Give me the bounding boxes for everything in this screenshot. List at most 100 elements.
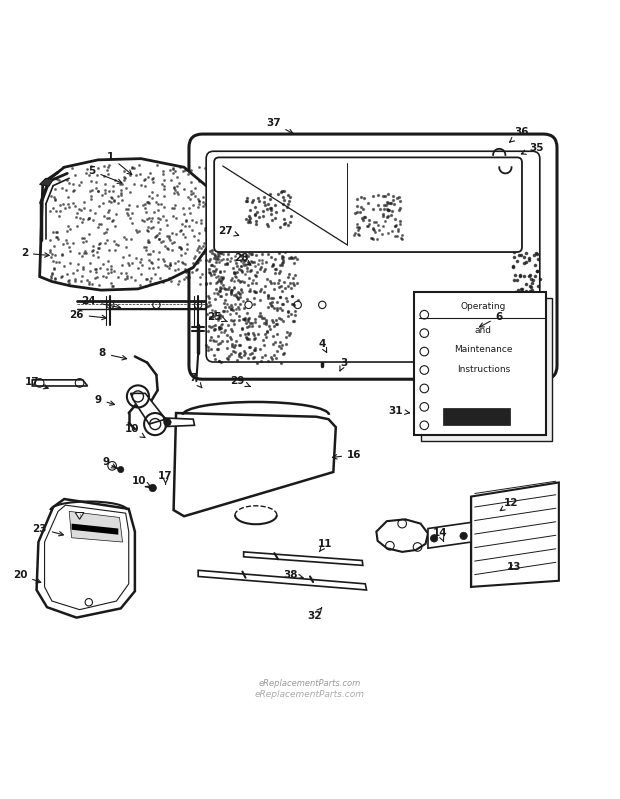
Point (213, 252, 223, 265)
Point (234, 349, 244, 362)
Point (167, 227, 177, 240)
Text: 5: 5 (88, 166, 122, 183)
Point (97, 189, 107, 201)
Text: 9: 9 (94, 395, 115, 405)
Point (248, 352, 258, 364)
Point (50, 248, 60, 261)
Point (274, 247, 284, 260)
Point (526, 273, 536, 286)
Point (509, 288, 519, 301)
Point (87, 184, 97, 197)
Point (222, 334, 232, 347)
Point (273, 267, 283, 280)
Point (258, 205, 268, 218)
Point (145, 277, 155, 290)
Point (75, 212, 85, 225)
Point (254, 194, 264, 207)
Point (153, 204, 162, 217)
Point (135, 278, 145, 291)
Point (184, 191, 193, 204)
Point (268, 259, 278, 272)
Point (379, 199, 389, 212)
Point (248, 327, 258, 340)
Point (184, 220, 194, 233)
Point (254, 309, 264, 322)
Point (179, 183, 189, 196)
Point (245, 284, 255, 297)
Point (159, 276, 169, 288)
Point (277, 185, 287, 197)
Point (373, 218, 383, 231)
Point (94, 251, 104, 264)
Text: 6: 6 (479, 312, 503, 327)
Point (525, 252, 534, 264)
Point (210, 264, 219, 277)
Point (242, 264, 252, 277)
Point (198, 268, 208, 280)
Point (87, 240, 97, 252)
Point (110, 238, 120, 251)
Point (526, 327, 536, 340)
Point (61, 234, 71, 247)
Point (378, 220, 388, 233)
Point (180, 230, 190, 243)
Point (81, 247, 91, 260)
Point (123, 202, 133, 215)
Point (140, 201, 150, 214)
Point (246, 348, 255, 360)
Point (220, 294, 230, 307)
Point (262, 217, 272, 230)
Point (533, 348, 543, 361)
Point (143, 225, 153, 237)
Point (94, 237, 104, 250)
Point (234, 286, 244, 299)
Point (249, 292, 259, 304)
Point (368, 189, 378, 202)
Point (389, 198, 399, 211)
Point (46, 189, 56, 202)
Point (529, 249, 539, 262)
Point (249, 243, 259, 256)
Point (378, 209, 388, 222)
Point (520, 325, 530, 338)
Point (396, 214, 405, 227)
Point (179, 272, 188, 285)
Point (198, 240, 208, 252)
Point (230, 250, 240, 263)
Point (216, 321, 226, 334)
Point (388, 189, 398, 202)
Point (162, 242, 172, 255)
Point (149, 205, 159, 218)
Point (214, 320, 224, 333)
Point (278, 256, 288, 268)
Point (288, 315, 298, 328)
Point (64, 273, 74, 286)
Point (69, 184, 79, 197)
Point (195, 271, 205, 284)
Point (260, 191, 270, 204)
Point (269, 348, 279, 361)
Point (275, 291, 285, 304)
Point (281, 338, 291, 351)
Point (250, 341, 260, 354)
Point (267, 260, 277, 272)
Point (174, 240, 184, 253)
Point (58, 237, 68, 250)
Point (204, 295, 214, 308)
Point (165, 256, 175, 269)
Point (264, 219, 273, 232)
Point (249, 333, 259, 346)
Point (259, 196, 268, 209)
Point (193, 201, 203, 213)
Point (513, 352, 523, 364)
Point (213, 248, 223, 261)
Point (216, 276, 226, 289)
Point (217, 309, 227, 322)
Point (270, 198, 280, 211)
Point (234, 339, 244, 352)
Point (180, 246, 190, 259)
Point (236, 264, 246, 276)
Point (206, 244, 216, 256)
Point (266, 299, 276, 312)
Point (170, 264, 180, 276)
